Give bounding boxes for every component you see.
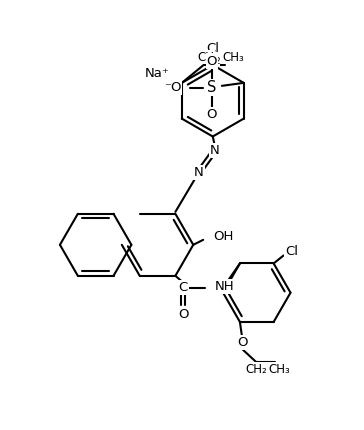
Text: 2: 2 [215, 56, 220, 65]
Text: OH: OH [213, 230, 233, 243]
Text: CH₂: CH₂ [245, 363, 267, 376]
Text: N: N [194, 166, 204, 179]
Text: O: O [178, 308, 189, 321]
Text: CH₃: CH₃ [269, 363, 290, 376]
Text: C: C [179, 281, 188, 294]
Text: ⁻O: ⁻O [164, 81, 181, 94]
Text: Cl: Cl [285, 245, 298, 258]
Text: CH: CH [197, 51, 214, 64]
Text: N: N [210, 144, 219, 157]
Text: Cl: Cl [206, 42, 219, 55]
Text: O: O [238, 336, 248, 349]
Text: O: O [207, 55, 217, 68]
Text: S: S [207, 80, 217, 95]
Text: Na⁺: Na⁺ [145, 68, 170, 80]
Text: O: O [207, 108, 217, 121]
Text: NH: NH [215, 280, 235, 293]
Text: CH₃: CH₃ [222, 51, 244, 64]
